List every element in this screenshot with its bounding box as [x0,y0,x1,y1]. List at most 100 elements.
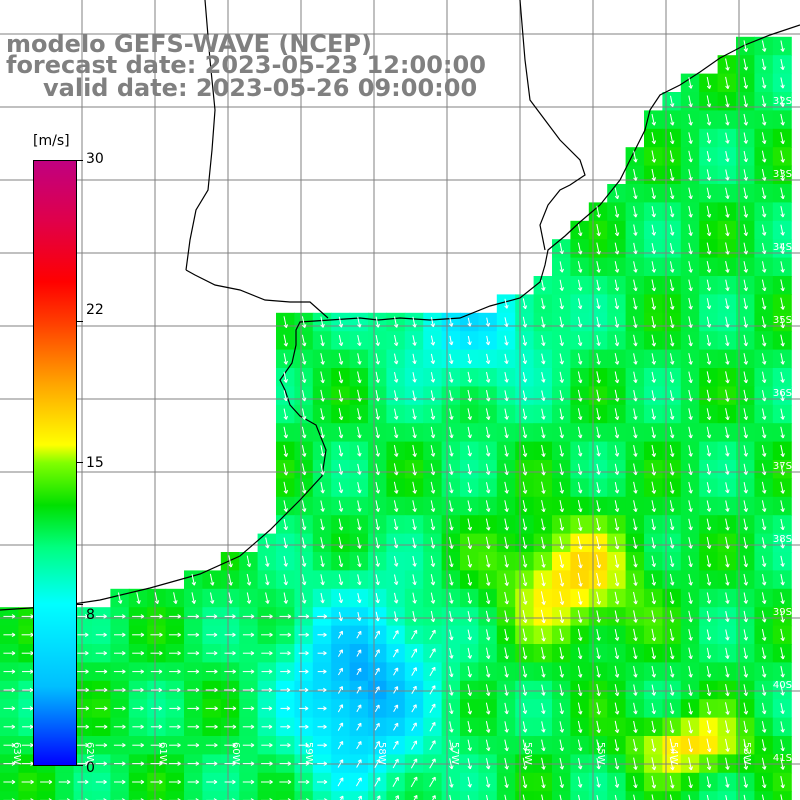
wind-arrow [725,463,730,475]
wind-arrow [559,536,565,550]
wind-arrow [669,444,675,457]
wind-arrow [522,481,528,494]
wind-arrow [762,206,767,218]
wind-arrow [596,279,601,291]
longitude-label: 54W [668,742,679,765]
wind-arrow [762,242,767,255]
wind-arrow [614,518,620,531]
wind-arrow [283,592,288,604]
wind-arrow [761,168,767,181]
wind-arrow [320,389,325,402]
wind-arrow [393,555,399,567]
wind-arrow [725,592,730,604]
wind-arrow [449,573,454,586]
wind-arrow [430,408,436,420]
wind-arrow [541,426,546,439]
wind-arrow [651,463,657,476]
wind-speed-cell [147,791,167,800]
wind-arrow [761,500,767,512]
wind-arrow [430,445,436,457]
wind-arrow [669,610,675,623]
wind-arrow [706,389,712,402]
wind-arrow [375,334,380,347]
colorbar-tick-30: 30 [86,151,104,167]
wind-arrow [338,389,344,402]
wind-arrow [320,463,325,476]
wind-arrow [283,555,288,567]
wind-arrow [577,572,583,587]
wind-arrow [761,297,767,310]
wind-arrow [780,279,785,292]
wind-arrow [467,445,472,457]
wind-arrow [357,371,362,384]
wind-arrow [467,555,473,568]
wind-speed-cell [349,791,369,800]
wind-arrow [302,408,307,420]
wind-arrow [338,426,344,439]
wind-arrow [743,445,748,457]
wind-arrow [375,463,380,476]
wind-arrow [522,500,528,513]
wind-arrow [522,536,528,549]
wind-arrow [651,555,656,568]
wind-arrow [706,592,712,604]
wind-arrow [338,463,344,475]
wind-arrow [541,371,546,383]
wind-arrow [614,353,620,365]
wind-arrow [283,371,288,383]
wind-arrow [412,408,417,420]
wind-arrow [467,463,472,475]
wind-arrow [706,610,712,623]
wind-arrow [356,611,362,622]
wind-arrow [725,389,730,402]
wind-arrow [504,610,509,623]
wind-arrow [559,628,565,642]
wind-arrow [614,554,620,568]
wind-speed-cell [515,791,535,800]
wind-arrow [725,518,730,531]
wind-arrow [301,463,307,476]
wind-arrow [577,518,583,531]
wind-arrow [136,592,141,604]
wind-arrow [522,408,528,420]
wind-arrow [596,554,602,569]
wind-arrow [780,261,785,273]
wind-arrow [688,224,693,236]
wind-arrow [301,316,307,328]
wind-arrow [761,132,767,145]
colorbar-tick-mark [77,765,83,766]
wind-arrow [449,647,454,659]
wind-arrow [393,463,399,476]
wind-arrow [448,317,454,327]
longitude-label: 63W [11,742,22,765]
wind-arrow [320,537,325,549]
wind-arrow [559,445,564,457]
wind-arrow [283,426,288,439]
wind-arrow [301,537,307,549]
wind-arrow [743,150,748,163]
wind-arrow [337,630,343,639]
wind-arrow [522,426,528,439]
wind-arrow [338,611,343,622]
wind-arrow [688,77,693,89]
longitude-label: 58W [376,742,387,765]
wind-arrow [780,463,785,476]
wind-arrow [485,408,491,420]
wind-arrow [393,481,399,494]
colorbar-tick-mark [77,160,83,161]
wind-arrow [449,610,454,623]
wind-arrow [651,206,656,218]
wind-arrow [706,408,712,421]
wind-arrow [743,132,748,144]
wind-arrow [780,150,785,163]
wind-arrow [541,481,546,494]
wind-arrow [743,629,748,641]
wind-arrow [688,389,693,402]
wind-arrow [614,463,620,475]
wind-arrow [449,335,454,346]
wind-arrow [375,611,380,622]
wind-arrow [449,500,454,512]
wind-arrow [187,614,200,619]
wind-arrow [301,444,307,457]
wind-arrow [761,426,767,439]
